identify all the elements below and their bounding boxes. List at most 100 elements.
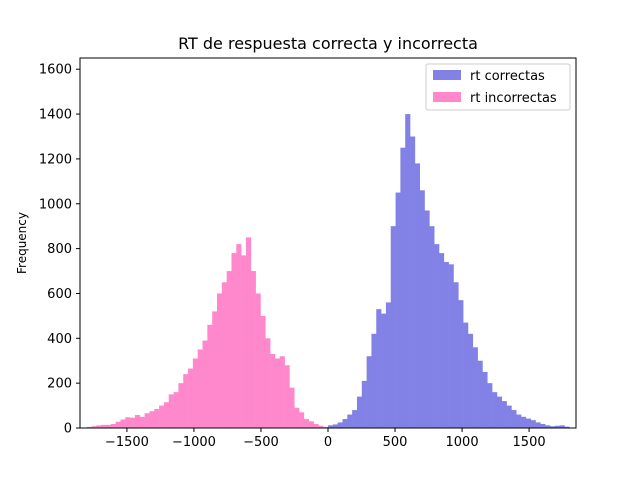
bar-rt-incorrectas xyxy=(149,411,155,428)
bar-rt-incorrectas xyxy=(96,425,102,428)
bar-rt-incorrectas xyxy=(154,408,160,428)
bar-rt-correctas xyxy=(438,253,445,428)
y-tick-label: 1400 xyxy=(39,108,72,123)
legend-box xyxy=(425,63,571,111)
bar-rt-incorrectas xyxy=(265,338,271,428)
bar-rt-incorrectas xyxy=(323,426,329,428)
bar-rt-incorrectas xyxy=(217,293,223,428)
bar-rt-correctas xyxy=(501,401,507,428)
y-tick-label: 1600 xyxy=(39,63,72,78)
bar-rt-incorrectas xyxy=(178,383,184,428)
y-tick-label: 200 xyxy=(47,377,72,392)
x-tick-label: −1000 xyxy=(172,435,216,450)
x-tick-label: 1500 xyxy=(513,435,546,450)
x-tick-label: 500 xyxy=(383,435,408,450)
bar-rt-incorrectas xyxy=(236,244,242,428)
x-tick-label: 1000 xyxy=(446,435,479,450)
bar-rt-incorrectas xyxy=(284,365,290,428)
bar-rt-correctas xyxy=(361,380,367,428)
bar-rt-correctas xyxy=(371,333,377,428)
bar-rt-incorrectas xyxy=(231,253,237,428)
series-rt-correctas xyxy=(328,114,570,429)
bar-rt-correctas xyxy=(328,425,334,428)
bar-rt-correctas xyxy=(564,426,570,428)
bar-rt-correctas xyxy=(366,356,372,428)
bar-rt-correctas xyxy=(496,396,503,428)
bar-rt-correctas xyxy=(559,425,565,428)
y-tick-label: 800 xyxy=(47,242,72,257)
bar-rt-correctas xyxy=(453,282,459,428)
bar-rt-correctas xyxy=(506,405,512,428)
x-tick-label: 0 xyxy=(324,435,332,450)
bar-rt-incorrectas xyxy=(115,421,121,428)
legend-swatch-rt-incorrectas xyxy=(433,92,461,102)
bar-rt-correctas xyxy=(521,416,527,428)
bar-rt-incorrectas xyxy=(86,426,92,428)
bar-rt-correctas xyxy=(530,420,536,428)
legend: rt correctas rt incorrectas xyxy=(425,63,571,111)
bar-rt-incorrectas xyxy=(125,417,131,428)
bar-rt-correctas xyxy=(477,360,483,428)
bar-rt-correctas xyxy=(535,422,541,428)
bar-rt-correctas xyxy=(458,300,464,428)
bar-rt-incorrectas xyxy=(212,311,218,428)
bar-rt-correctas xyxy=(545,425,551,428)
y-tick-label: 600 xyxy=(47,287,72,302)
chart-title: RT de respuesta correcta y incorrecta xyxy=(178,34,478,53)
bar-rt-correctas xyxy=(492,392,498,428)
bar-rt-incorrectas xyxy=(241,255,247,428)
bar-rt-incorrectas xyxy=(279,356,285,428)
legend-label-rt-correctas: rt correctas xyxy=(470,69,545,84)
bar-rt-incorrectas xyxy=(168,394,174,428)
bar-rt-incorrectas xyxy=(207,324,213,428)
bar-rt-incorrectas xyxy=(188,368,194,428)
bar-rt-incorrectas xyxy=(274,358,281,428)
bar-rt-correctas xyxy=(554,425,560,428)
bar-rt-correctas xyxy=(381,313,387,428)
bar-rt-correctas xyxy=(395,192,401,428)
bar-rt-incorrectas xyxy=(144,413,150,428)
bar-rt-correctas xyxy=(342,419,348,428)
bar-rt-incorrectas xyxy=(255,293,261,428)
x-axis-ticks: −1500 −1000 −500 0 500 1000 1500 xyxy=(105,428,546,450)
bar-rt-incorrectas xyxy=(313,423,319,428)
y-tick-label: 1200 xyxy=(39,152,72,167)
bar-rt-incorrectas xyxy=(260,315,266,428)
bar-rt-correctas xyxy=(434,244,440,428)
bar-rt-incorrectas xyxy=(299,412,305,428)
y-tick-label: 0 xyxy=(64,422,72,437)
bar-rt-incorrectas xyxy=(197,349,203,428)
bar-rt-incorrectas xyxy=(183,374,189,428)
x-tick-label: −500 xyxy=(243,435,279,450)
bar-rt-correctas xyxy=(385,302,392,428)
bar-rt-incorrectas xyxy=(270,354,276,428)
bar-rt-incorrectas xyxy=(245,237,252,428)
bar-rt-incorrectas xyxy=(294,407,300,428)
y-axis-label: Frequency xyxy=(15,212,29,274)
bar-rt-incorrectas xyxy=(226,271,232,428)
bar-rt-incorrectas xyxy=(91,426,97,428)
bar-rt-correctas xyxy=(424,210,430,428)
y-axis-ticks: 0 200 400 600 800 1000 1200 1400 1600 xyxy=(39,63,80,437)
bar-rt-correctas xyxy=(376,309,382,428)
bar-rt-correctas xyxy=(347,414,353,428)
bar-rt-correctas xyxy=(337,422,343,428)
bar-rt-incorrectas xyxy=(202,340,208,428)
bar-rt-correctas xyxy=(410,136,416,428)
bar-rt-correctas xyxy=(405,114,411,428)
bar-rt-correctas xyxy=(472,347,478,428)
bar-rt-correctas xyxy=(540,423,546,428)
bar-rt-incorrectas xyxy=(289,387,295,428)
bar-rt-incorrectas xyxy=(250,271,256,428)
bar-rt-incorrectas xyxy=(139,416,145,428)
bar-rt-correctas xyxy=(448,264,454,428)
bar-rt-correctas xyxy=(487,383,493,428)
series-rt-incorrectas xyxy=(86,237,329,428)
bar-rt-incorrectas xyxy=(134,414,141,428)
bar-rt-correctas xyxy=(414,163,420,429)
bar-rt-correctas xyxy=(463,322,469,428)
bar-rt-correctas xyxy=(511,410,517,428)
bar-rt-incorrectas xyxy=(159,405,165,428)
bar-rt-correctas xyxy=(467,333,474,428)
